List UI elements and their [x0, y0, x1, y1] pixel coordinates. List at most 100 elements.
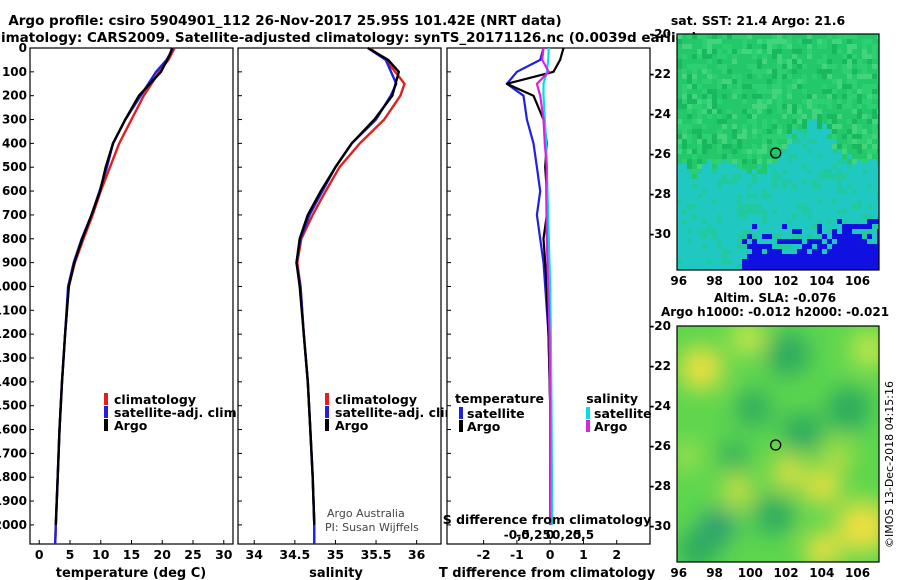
- sst-pixel: [677, 89, 682, 94]
- figure-title-line1: Argo profile: csiro 5904901_112 26-Nov-2…: [8, 13, 561, 29]
- sst-pixel: [787, 169, 792, 174]
- sst-pixel: [842, 74, 847, 79]
- sst-pixel: [762, 94, 767, 99]
- sst-pixel: [747, 39, 752, 44]
- sst-pixel: [742, 104, 747, 109]
- sst-pixel: [832, 234, 837, 239]
- sla-blob: [850, 331, 879, 368]
- sst-pixel: [682, 109, 687, 114]
- sla-blob: [836, 500, 879, 553]
- sst-pixel: [837, 169, 842, 174]
- sst-pixel: [867, 229, 872, 234]
- lon-label: 100: [738, 274, 763, 288]
- sst-pixel: [732, 109, 737, 114]
- sst-pixel: [712, 214, 717, 219]
- sst-pixel: [807, 199, 812, 204]
- sst-pixel: [762, 204, 767, 209]
- sst-pixel: [702, 224, 707, 229]
- sst-pixel: [677, 39, 682, 44]
- sst-pixel: [682, 204, 687, 209]
- sst-pixel: [777, 214, 782, 219]
- sst-pixel: [857, 94, 862, 99]
- sst-pixel: [832, 249, 837, 254]
- sst-pixel: [722, 39, 727, 44]
- sst-pixel: [697, 144, 702, 149]
- sst-pixel: [742, 264, 747, 269]
- sst-pixel: [727, 179, 732, 184]
- sst-pixel: [807, 44, 812, 49]
- sst-pixel: [692, 194, 697, 199]
- sst-pixel: [772, 259, 777, 264]
- sst-pixel: [862, 54, 867, 59]
- sst-pixel: [717, 234, 722, 239]
- sst-pixel: [832, 244, 837, 249]
- sst-pixel: [832, 219, 837, 224]
- sst-pixel: [852, 54, 857, 59]
- sst-pixel: [677, 199, 682, 204]
- sst-pixel: [797, 119, 802, 124]
- sst-pixel: [692, 64, 697, 69]
- sst-pixel: [787, 109, 792, 114]
- sst-pixel: [707, 99, 712, 104]
- sst-pixel: [702, 149, 707, 154]
- sst-pixel: [767, 199, 772, 204]
- sst-pixel: [677, 184, 682, 189]
- sst-pixel: [812, 89, 817, 94]
- sst-pixel: [747, 59, 752, 64]
- sst-pixel: [797, 229, 802, 234]
- sst-pixel: [757, 59, 762, 64]
- sst-pixel: [807, 74, 812, 79]
- sst-pixel: [872, 69, 877, 74]
- sst-pixel: [867, 174, 872, 179]
- sst-pixel: [697, 219, 702, 224]
- sst-pixel: [692, 189, 697, 194]
- sst-pixel: [747, 64, 752, 69]
- sst-pixel: [727, 104, 732, 109]
- sst-pixel: [792, 204, 797, 209]
- sst-pixel: [682, 194, 687, 199]
- sst-pixel: [782, 114, 787, 119]
- sst-pixel: [867, 244, 872, 249]
- sst-pixel: [697, 69, 702, 74]
- sst-pixel: [872, 99, 877, 104]
- sst-pixel: [802, 249, 807, 254]
- sst-pixel: [692, 124, 697, 129]
- sst-pixel: [797, 84, 802, 89]
- sst-pixel: [827, 44, 832, 49]
- sst-pixel: [767, 179, 772, 184]
- sst-pixel: [697, 109, 702, 114]
- sst-pixel: [852, 159, 857, 164]
- sst-pixel: [777, 59, 782, 64]
- sst-pixel: [682, 54, 687, 59]
- sst-pixel: [842, 99, 847, 104]
- sst-pixel: [852, 189, 857, 194]
- sst-pixel: [847, 204, 852, 209]
- sst-pixel: [722, 239, 727, 244]
- sst-pixel: [692, 159, 697, 164]
- sst-pixel: [852, 129, 857, 134]
- sst-pixel: [792, 104, 797, 109]
- sst-pixel: [797, 214, 802, 219]
- sst-pixel: [677, 64, 682, 69]
- sst-pixel: [872, 214, 877, 219]
- sst-pixel: [717, 39, 722, 44]
- sst-pixel: [682, 239, 687, 244]
- legend-s-satellite-label: satellite: [594, 406, 652, 421]
- sst-pixel: [692, 129, 697, 134]
- sst-pixel: [732, 264, 737, 269]
- sst-pixel: [832, 254, 837, 259]
- sst-pixel: [692, 109, 697, 114]
- sst-pixel: [757, 204, 762, 209]
- sst-pixel: [707, 79, 712, 84]
- sst-pixel: [687, 144, 692, 149]
- sst-pixel: [772, 204, 777, 209]
- depth-tick-label: 0: [19, 41, 27, 55]
- sst-pixel: [742, 124, 747, 129]
- sst-pixel: [677, 174, 682, 179]
- sst-pixel: [727, 214, 732, 219]
- sst-pixel: [872, 149, 877, 154]
- sst-pixel: [757, 69, 762, 74]
- sst-pixel: [857, 179, 862, 184]
- sst-pixel: [817, 224, 822, 229]
- sst-pixel: [687, 124, 692, 129]
